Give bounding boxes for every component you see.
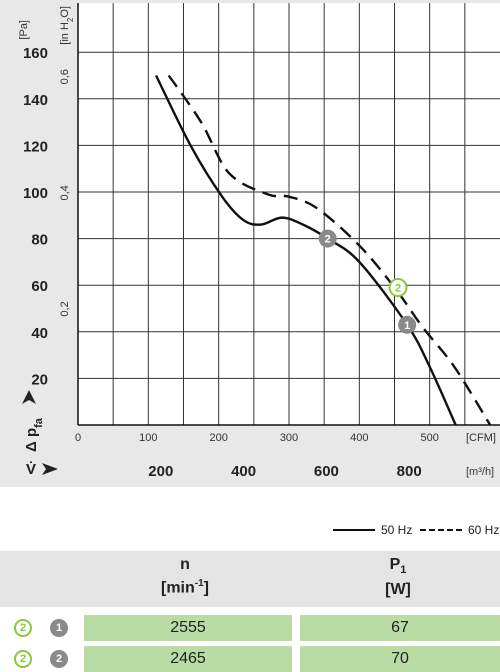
operating-point-label: 2 xyxy=(325,234,331,246)
green-marker-2-icon: 2 xyxy=(14,619,32,637)
x-tick-label-cfm: 500 xyxy=(420,432,438,444)
operating-point-circle xyxy=(398,315,417,334)
x-tick-label-cfm: 200 xyxy=(209,432,227,444)
svg-text:Δ pfa: Δ pfa xyxy=(23,417,45,452)
legend-label-60hz: 60 Hz xyxy=(468,523,500,537)
col-header-power: P1 [W] xyxy=(328,555,468,599)
col-header-speed-unit: [min-1] xyxy=(160,578,209,597)
operating-point-1-grey: 1 xyxy=(398,315,417,334)
operating-point-2-grey: 2 xyxy=(318,229,337,248)
col-header-power-title: P1 xyxy=(389,556,407,577)
x-tick-label-cfm: 400 xyxy=(350,432,368,444)
power-value: 67 xyxy=(300,615,500,641)
operating-point-label: 2 xyxy=(395,283,401,295)
power-value: 70 xyxy=(300,646,500,672)
x-unit-cfm: [CFM] xyxy=(466,432,496,444)
y-tick-label-pa: 100 xyxy=(23,185,48,202)
grey-marker-1-icon: 1 xyxy=(50,619,68,637)
x-tick-label-cfm: 0 xyxy=(75,432,81,444)
speed-value: 2555 xyxy=(84,615,292,641)
series-line-60hz xyxy=(167,74,492,426)
legend-item-60hz: 60 Hz xyxy=(420,523,499,537)
x-tick-label-cfm: 100 xyxy=(139,432,157,444)
operating-point-circle xyxy=(318,229,337,248)
y-tick-label-pa: 140 xyxy=(23,92,48,109)
y-tick-label-pa: 80 xyxy=(31,232,48,249)
x-axis-arrow-icon xyxy=(42,463,58,475)
x-tick-label-cfm: 300 xyxy=(280,432,298,444)
operating-point-label: 1 xyxy=(404,320,410,332)
green-marker-2-icon: 2 xyxy=(14,650,32,668)
operating-point-circle xyxy=(388,278,408,298)
legend-label-50hz: 50 Hz xyxy=(381,523,413,537)
operating-point-2-green: 2 xyxy=(388,278,408,298)
legend: 50 Hz 60 Hz xyxy=(0,487,500,547)
y-tick-label-pa: 20 xyxy=(31,371,48,388)
y-tick-label-pa: 120 xyxy=(23,138,48,155)
x-tick-label-m3h: 600 xyxy=(314,463,339,480)
table-header: n [min-1] P1 [W] xyxy=(0,551,500,607)
operating-points: 1 2 2 xyxy=(318,229,417,334)
y-axis-arrow-icon xyxy=(22,390,36,404)
y-axis-label: Δ pfa xyxy=(22,390,45,452)
solid-line-swatch xyxy=(333,529,375,531)
y-tick-label-inh2o: 0,2 xyxy=(59,301,71,316)
fan-curve-chart: 1 2 2 20 40 60 80 100 120 140 160 0,2 0,4 0,6 0 100 200… xyxy=(18,3,500,480)
legend-item-50hz: 50 Hz xyxy=(333,523,412,537)
chart-panel: 1 2 2 20 40 60 80 100 120 140 160 0,2 0,4 0,6 0 100 200… xyxy=(0,0,500,487)
y-tick-label-pa: 160 xyxy=(23,45,48,62)
table-row: 2 1 2555 67 xyxy=(0,615,500,641)
col-header-power-unit: [W] xyxy=(385,581,411,599)
x-tick-label-m3h: 800 xyxy=(397,463,422,480)
speed-value: 2465 xyxy=(84,646,292,672)
y-unit-inh2o: [in H2O] xyxy=(59,6,75,45)
col-header-speed-title: n xyxy=(180,556,190,573)
col-header-speed: n [min-1] xyxy=(115,555,255,597)
tick-labels: 20 40 60 80 100 120 140 160 0,2 0,4 0,6 0 100 200 300 4… xyxy=(23,45,439,480)
x-axis-label: V̇ xyxy=(26,461,36,478)
y-unit-pa: [Pa] xyxy=(18,20,30,40)
grid-lines xyxy=(77,3,500,426)
grey-marker-2-icon: 2 xyxy=(50,650,68,668)
y-tick-label-pa: 60 xyxy=(31,278,48,295)
x-tick-label-m3h: 400 xyxy=(231,463,256,480)
dashed-line-swatch xyxy=(420,529,462,531)
y-tick-label-inh2o: 0,6 xyxy=(59,69,71,84)
x-unit-m3h: [m³/h] xyxy=(466,466,494,478)
y-tick-label-inh2o: 0,4 xyxy=(59,185,71,200)
x-tick-label-m3h: 200 xyxy=(148,463,173,480)
y-tick-label-pa: 40 xyxy=(31,325,48,342)
table-row: 2 2 2465 70 xyxy=(0,646,500,672)
